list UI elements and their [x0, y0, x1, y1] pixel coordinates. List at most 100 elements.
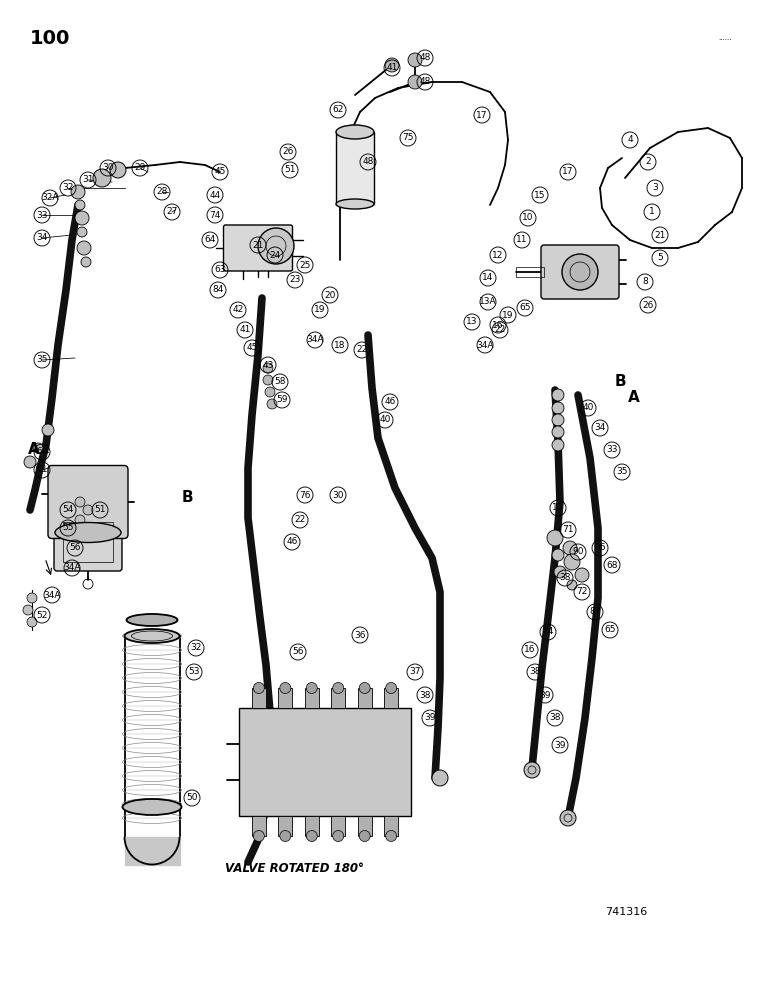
Circle shape: [408, 75, 422, 89]
Text: 11: 11: [516, 235, 528, 244]
Bar: [279, 688, 293, 708]
Text: VALVE ROTATED 180°: VALVE ROTATED 180°: [225, 861, 364, 874]
Text: 16: 16: [552, 504, 564, 512]
Text: 33: 33: [36, 211, 48, 220]
Circle shape: [564, 554, 580, 570]
Circle shape: [33, 443, 43, 453]
Text: 22: 22: [494, 326, 506, 334]
Text: 18: 18: [334, 340, 346, 350]
Text: 61: 61: [36, 466, 48, 475]
Text: 74: 74: [209, 211, 221, 220]
Circle shape: [42, 424, 54, 436]
Ellipse shape: [55, 522, 121, 542]
Text: 54: 54: [63, 506, 73, 514]
Text: 10: 10: [522, 214, 533, 223]
Text: 52: 52: [36, 610, 48, 619]
Text: 32A: 32A: [41, 194, 59, 202]
Text: 37: 37: [409, 668, 421, 676]
Ellipse shape: [124, 629, 180, 643]
Circle shape: [27, 593, 37, 603]
Text: B: B: [615, 374, 627, 389]
Text: 741316: 741316: [605, 907, 647, 917]
Text: 19: 19: [314, 306, 326, 314]
Text: 27: 27: [166, 208, 178, 217]
Text: 13A: 13A: [479, 298, 497, 306]
Circle shape: [263, 375, 273, 385]
Circle shape: [432, 770, 448, 786]
Text: 40: 40: [379, 416, 391, 424]
FancyBboxPatch shape: [54, 513, 122, 571]
Text: 40: 40: [582, 403, 594, 412]
Text: 31: 31: [83, 176, 93, 184]
Bar: [252, 816, 266, 836]
Circle shape: [267, 399, 277, 409]
Circle shape: [279, 682, 291, 694]
Text: 63: 63: [215, 265, 225, 274]
Text: 34A: 34A: [63, 564, 81, 572]
Circle shape: [306, 682, 317, 694]
Text: 74: 74: [542, 628, 554, 637]
Text: 38: 38: [419, 690, 431, 700]
Text: 38: 38: [530, 668, 540, 676]
Circle shape: [563, 541, 577, 555]
Text: 36: 36: [354, 631, 366, 640]
Bar: [305, 688, 319, 708]
Circle shape: [552, 426, 564, 438]
Text: 38: 38: [549, 714, 560, 722]
Bar: [357, 688, 371, 708]
Text: 51: 51: [94, 506, 106, 514]
Text: 45: 45: [215, 167, 225, 176]
Text: 35: 35: [36, 356, 48, 364]
Text: 100: 100: [30, 28, 70, 47]
Circle shape: [306, 830, 317, 842]
Bar: [516, 267, 544, 277]
Text: 60: 60: [36, 448, 48, 456]
Text: 20: 20: [324, 290, 336, 300]
Circle shape: [81, 257, 91, 267]
Text: 71: 71: [562, 526, 574, 534]
Text: 17: 17: [562, 167, 574, 176]
Text: 62: 62: [332, 105, 344, 114]
Text: 76: 76: [300, 490, 311, 499]
Circle shape: [554, 566, 566, 578]
Text: ......: ......: [718, 35, 732, 41]
Text: 75: 75: [402, 133, 414, 142]
Text: 42: 42: [232, 306, 244, 314]
Text: 48: 48: [419, 78, 431, 87]
Bar: [384, 816, 398, 836]
Circle shape: [71, 185, 85, 199]
Circle shape: [524, 762, 540, 778]
Circle shape: [24, 456, 36, 468]
Circle shape: [83, 505, 93, 515]
Text: 35: 35: [616, 468, 628, 477]
Text: 34: 34: [36, 233, 48, 242]
Text: 39: 39: [540, 690, 550, 700]
Text: 34A: 34A: [476, 340, 494, 350]
Ellipse shape: [127, 614, 178, 626]
Text: 15: 15: [534, 190, 546, 200]
Text: 72: 72: [577, 587, 587, 596]
Text: 65: 65: [520, 304, 531, 312]
Bar: [63, 522, 113, 562]
Text: 46: 46: [286, 538, 298, 546]
FancyBboxPatch shape: [48, 466, 128, 538]
Text: 34A: 34A: [43, 590, 61, 599]
Text: 58: 58: [274, 377, 286, 386]
Bar: [331, 816, 345, 836]
Text: 23: 23: [290, 275, 300, 284]
Text: 16: 16: [524, 646, 536, 654]
Text: 64: 64: [205, 235, 215, 244]
Circle shape: [23, 605, 33, 615]
Text: 32: 32: [63, 184, 73, 192]
Bar: [357, 816, 371, 836]
Circle shape: [359, 830, 371, 842]
Text: 39: 39: [554, 740, 566, 750]
Text: 53: 53: [188, 668, 200, 676]
Text: A: A: [28, 442, 39, 458]
Circle shape: [359, 682, 371, 694]
Text: 21: 21: [655, 231, 665, 239]
Text: 25: 25: [300, 260, 310, 269]
Ellipse shape: [123, 799, 181, 815]
Text: 44: 44: [209, 190, 221, 200]
Text: 24: 24: [269, 250, 281, 259]
